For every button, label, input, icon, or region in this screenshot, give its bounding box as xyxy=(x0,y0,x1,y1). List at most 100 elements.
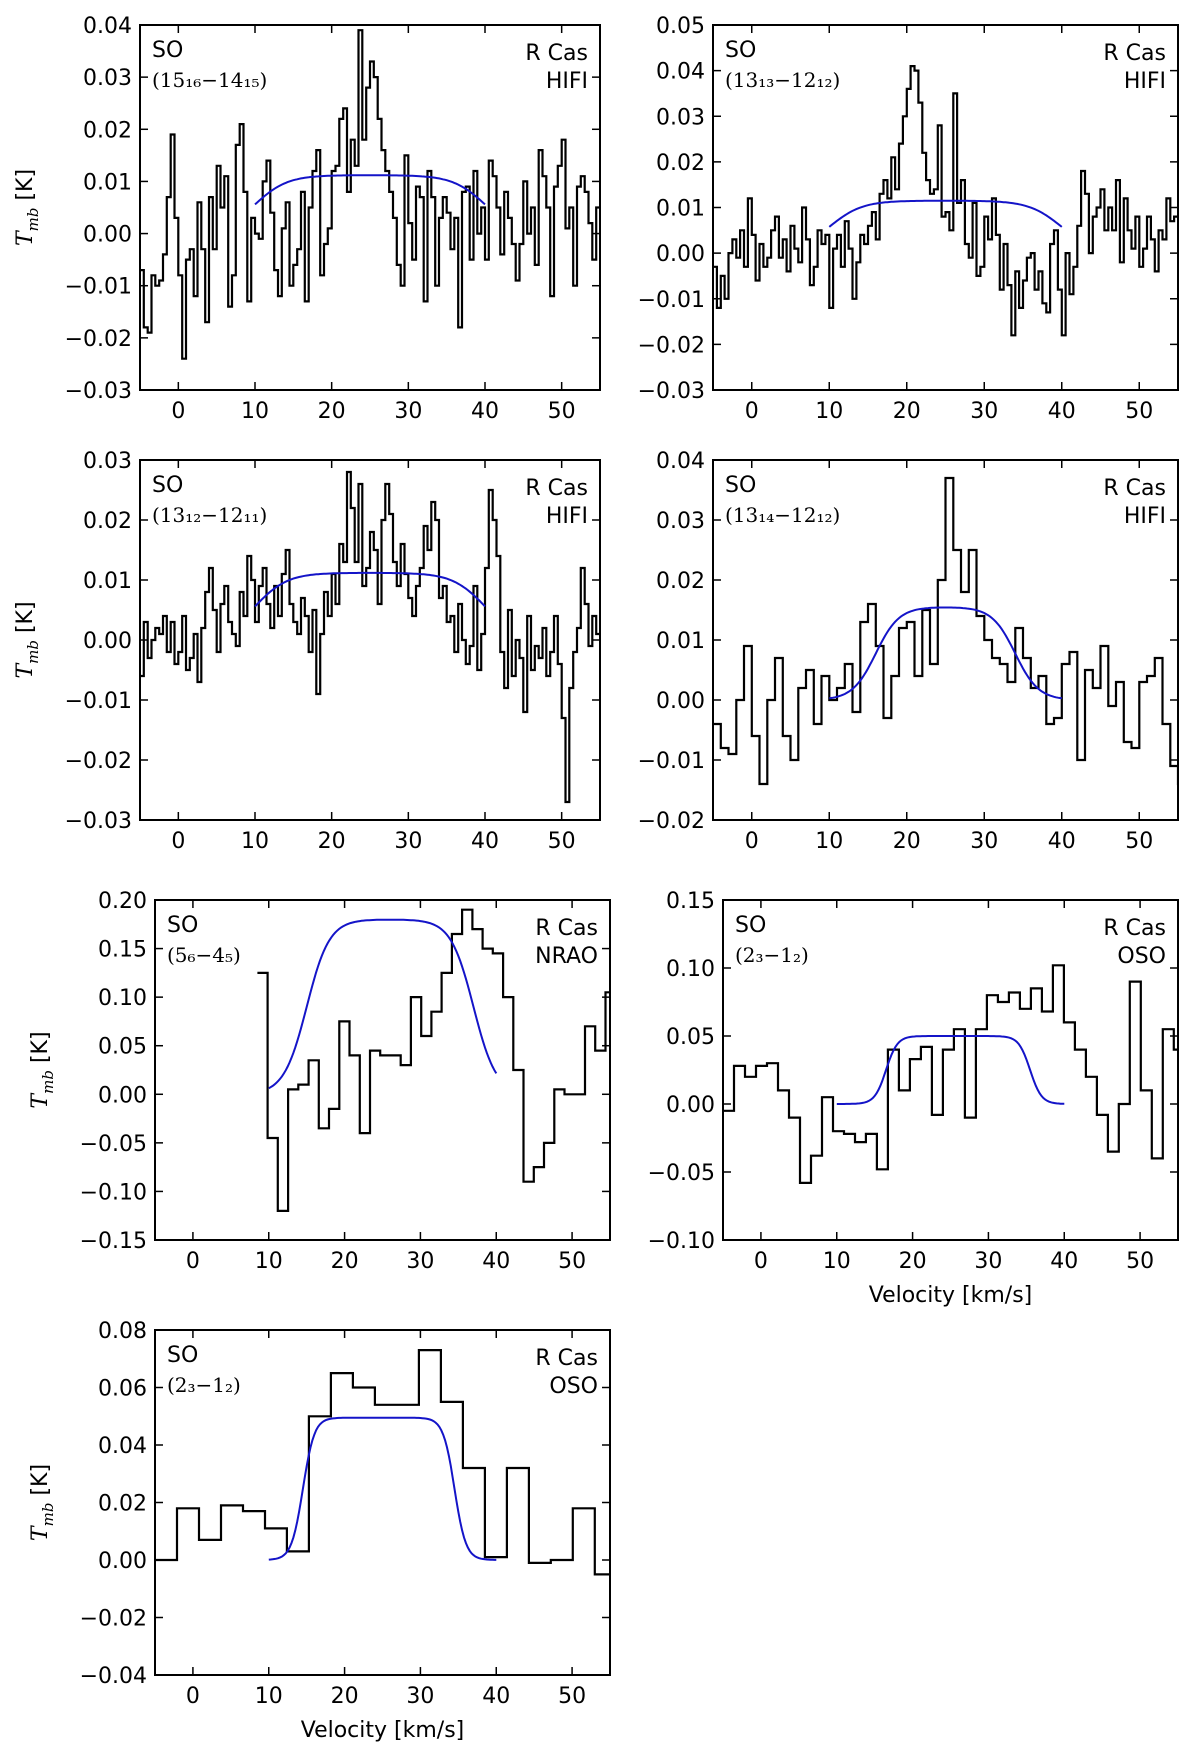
y-tick-label: 0.02 xyxy=(98,1492,147,1517)
x-tick-label: 40 xyxy=(482,1684,510,1709)
y-axis-label: Tmb [K] xyxy=(13,169,42,246)
telescope-label: HIFI xyxy=(1124,69,1166,94)
observed-spectrum-line xyxy=(140,470,600,804)
molecule-label: SO xyxy=(725,38,756,63)
observed-spectrum-line xyxy=(723,964,1178,1184)
axes-frame xyxy=(139,24,601,391)
y-tick-label: 0.00 xyxy=(83,629,132,654)
y-tick-label: 0.06 xyxy=(98,1377,147,1402)
x-tick-label: 30 xyxy=(970,399,998,424)
x-tick-label: 10 xyxy=(823,1249,851,1274)
x-tick-label: 10 xyxy=(241,829,269,854)
model-fit-line xyxy=(836,1035,1065,1105)
y-tick-label: 0.15 xyxy=(666,889,715,914)
y-axis-label: Tmb [K] xyxy=(28,1031,57,1108)
y-tick-label: 0.02 xyxy=(83,118,132,143)
source-label: R Cas xyxy=(525,41,588,66)
y-tick-label: 0.01 xyxy=(656,629,705,654)
y-axis-label: Tmb [K] xyxy=(28,1464,57,1541)
y-tick-label: −0.04 xyxy=(80,1664,147,1689)
axes-frame xyxy=(722,899,1179,1241)
model-fit-line xyxy=(268,1416,497,1561)
y-tick-label: −0.01 xyxy=(638,288,705,313)
y-tick-label: 0.08 xyxy=(98,1319,147,1344)
y-tick-label: −0.02 xyxy=(638,333,705,358)
x-tick-label: 50 xyxy=(548,829,576,854)
y-tick-label: 0.03 xyxy=(83,449,132,474)
y-tick-label: 0.00 xyxy=(666,1093,715,1118)
x-tick-label: 20 xyxy=(331,1684,359,1709)
x-tick-label: 30 xyxy=(406,1249,434,1274)
y-tick-label: −0.05 xyxy=(648,1161,715,1186)
y-tick-label: −0.10 xyxy=(648,1229,715,1254)
telescope-label: OSO xyxy=(549,1374,598,1399)
panel-so-2-3-1-2-oso: 0 10 20 30 40 50 −0.10 −0.05 0.00 0.05 0.10 0.15 SO (… xyxy=(648,889,1179,1308)
molecule-label: SO xyxy=(167,1343,198,1368)
model-fit-line xyxy=(828,199,1063,228)
y-tick-label: 0.02 xyxy=(656,151,705,176)
x-tick-label: 10 xyxy=(255,1249,283,1274)
y-tick-label: 0.00 xyxy=(83,223,132,248)
y-tick-label: 0.00 xyxy=(656,689,705,714)
source-label: R Cas xyxy=(1103,41,1166,66)
y-tick-label: 0.15 xyxy=(98,938,147,963)
panel-so-13-12-12-11: 0 10 20 30 40 50 −0.03 −0.02 −0.01 0.00 0.01 0.02 0.… xyxy=(13,449,601,854)
y-tick-label: 0.03 xyxy=(656,509,705,534)
x-axis-label: Velocity [km/s] xyxy=(869,1283,1033,1308)
x-tick-label: 40 xyxy=(1048,399,1076,424)
x-tick-label: 50 xyxy=(1126,1249,1154,1274)
x-tick-label: 0 xyxy=(171,829,185,854)
x-tick-label: 50 xyxy=(1125,399,1153,424)
telescope-label: HIFI xyxy=(1124,504,1166,529)
y-tick-label: 0.01 xyxy=(83,569,132,594)
x-tick-label: 40 xyxy=(471,829,499,854)
panel-so-13-13-12-12: 0 10 20 30 40 50 −0.03 −0.02 −0.01 0.00 0.01 0.02 0.… xyxy=(638,14,1179,424)
y-tick-label: −0.02 xyxy=(65,749,132,774)
observed-spectrum-line xyxy=(713,65,1178,337)
x-tick-label: 0 xyxy=(745,829,759,854)
x-tick-label: 40 xyxy=(471,399,499,424)
observed-spectrum-line xyxy=(155,1349,610,1576)
x-tick-label: 30 xyxy=(394,399,422,424)
y-tick-label: 0.00 xyxy=(98,1083,147,1108)
molecule-label: SO xyxy=(152,38,183,63)
x-tick-label: 20 xyxy=(331,1249,359,1274)
axes-frame xyxy=(154,899,611,1241)
source-label: R Cas xyxy=(535,916,598,941)
telescope-label: OSO xyxy=(1117,944,1166,969)
transition-label: (2₃−1₂) xyxy=(167,1373,241,1397)
observed-spectrum-line xyxy=(257,908,610,1212)
source-label: R Cas xyxy=(1103,916,1166,941)
x-tick-label: 0 xyxy=(186,1249,200,1274)
x-tick-label: 30 xyxy=(970,829,998,854)
source-label: R Cas xyxy=(525,476,588,501)
y-tick-label: −0.01 xyxy=(638,749,705,774)
model-fit-line xyxy=(829,606,1062,700)
x-tick-label: 50 xyxy=(558,1684,586,1709)
x-tick-label: 20 xyxy=(899,1249,927,1274)
y-tick-label: 0.01 xyxy=(83,170,132,195)
observed-spectrum-line xyxy=(140,29,600,360)
x-tick-label: 10 xyxy=(815,399,843,424)
x-tick-label: 50 xyxy=(548,399,576,424)
transition-label: (13₁₂−12₁₁) xyxy=(152,503,267,527)
panel-so-2-3-1-2-oso-second: 0 10 20 30 40 50 −0.04 −0.02 0.00 0.02 0.04 0.06 0.0… xyxy=(28,1319,611,1743)
y-tick-label: −0.10 xyxy=(80,1180,147,1205)
y-tick-label: 0.01 xyxy=(656,197,705,222)
telescope-label: HIFI xyxy=(546,69,588,94)
y-tick-label: 0.03 xyxy=(83,66,132,91)
x-tick-label: 0 xyxy=(754,1249,768,1274)
y-tick-label: −0.01 xyxy=(65,275,132,300)
x-tick-label: 30 xyxy=(974,1249,1002,1274)
y-tick-label: −0.01 xyxy=(65,689,132,714)
x-tick-label: 50 xyxy=(1125,829,1153,854)
y-tick-label: 0.02 xyxy=(83,509,132,534)
x-tick-label: 40 xyxy=(1048,829,1076,854)
model-fit-line xyxy=(254,571,486,608)
transition-label: (15₁₆−14₁₅) xyxy=(152,68,267,92)
y-tick-label: 0.03 xyxy=(656,105,705,130)
x-tick-label: 0 xyxy=(171,399,185,424)
y-tick-label: 0.10 xyxy=(98,986,147,1011)
molecule-label: SO xyxy=(725,473,756,498)
